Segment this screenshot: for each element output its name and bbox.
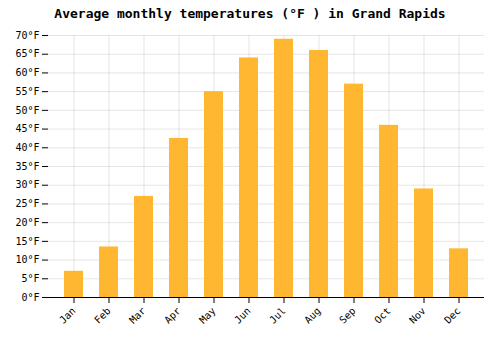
svg-text:15°F: 15°F	[15, 236, 39, 247]
svg-text:May: May	[197, 305, 218, 326]
svg-text:Sep: Sep	[337, 305, 358, 326]
html-text:Average monthly temperatures (: Average monthly temperatures (°F ) in Gr…	[54, 6, 446, 21]
svg-text:Jul: Jul	[267, 305, 288, 326]
svg-text:30°F: 30°F	[15, 179, 39, 190]
svg-text:20°F: 20°F	[15, 217, 39, 228]
svg-text:Apr: Apr	[162, 305, 183, 326]
svg-text:Nov: Nov	[407, 305, 428, 326]
svg-text:0°F: 0°F	[21, 292, 39, 303]
svg-text:Jan: Jan	[57, 305, 78, 326]
svg-text:40°F: 40°F	[15, 142, 39, 153]
svg-text:Feb: Feb	[92, 305, 113, 326]
svg-text:55°F: 55°F	[15, 86, 39, 97]
svg-text:Aug: Aug	[302, 305, 323, 326]
svg-text:35°F: 35°F	[15, 161, 39, 172]
svg-text:50°F: 50°F	[15, 105, 39, 116]
svg-text:5°F: 5°F	[21, 273, 39, 284]
svg-text:Dec: Dec	[442, 305, 463, 326]
svg-text:45°F: 45°F	[15, 123, 39, 134]
svg-text:Oct: Oct	[372, 305, 393, 326]
svg-text:60°F: 60°F	[15, 67, 39, 78]
svg-text:Mar: Mar	[127, 305, 148, 326]
svg-text:70°F: 70°F	[15, 30, 39, 41]
svg-text:10°F: 10°F	[15, 254, 39, 265]
svg-text:25°F: 25°F	[15, 198, 39, 209]
svg-text:Jun: Jun	[232, 305, 253, 326]
svg-text:65°F: 65°F	[15, 48, 39, 59]
